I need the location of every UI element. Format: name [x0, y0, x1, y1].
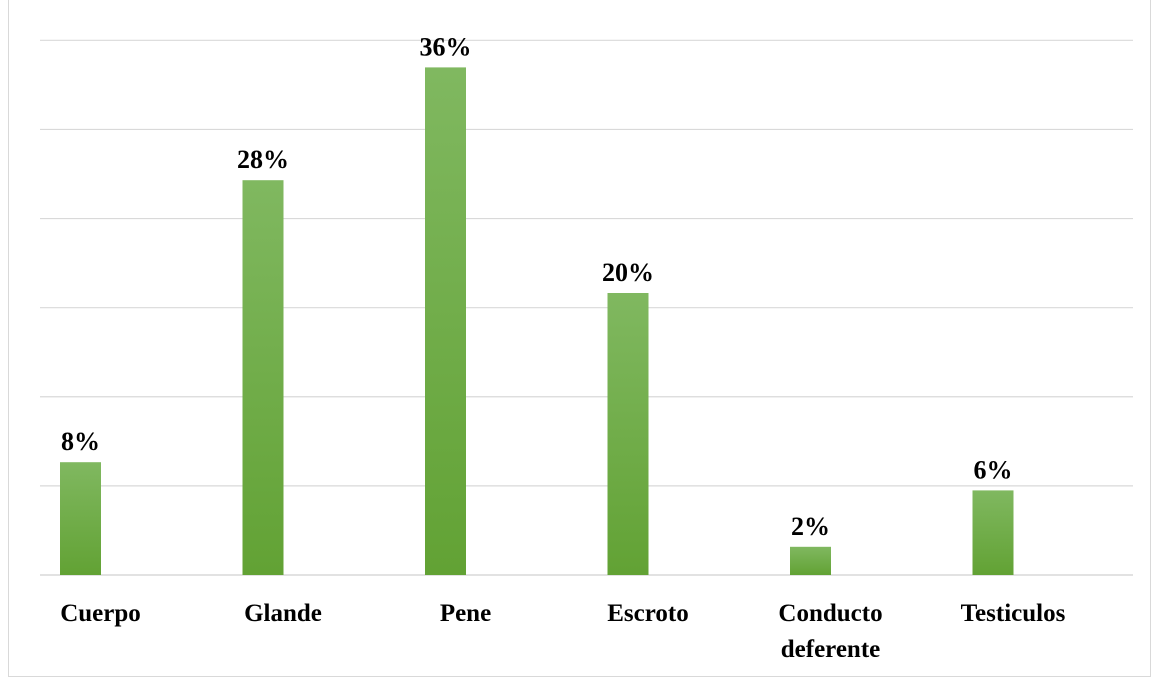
x-tick-label: Escroto	[607, 600, 688, 627]
bar	[972, 490, 1014, 575]
chart-area	[8, 0, 1151, 677]
data-label: 36%	[420, 32, 472, 61]
data-label: 2%	[791, 512, 830, 541]
data-label: 6%	[974, 455, 1013, 484]
data-labels: 8% 28% 36% 20% 2% 6%	[61, 32, 1013, 540]
bar	[242, 180, 284, 575]
bars	[60, 67, 1014, 576]
bar	[790, 546, 831, 575]
gridlines	[40, 39, 1133, 576]
data-label: 20%	[602, 258, 654, 287]
x-tick-label: Conducto	[778, 600, 882, 627]
data-label: 28%	[237, 145, 289, 174]
x-tick-label: Cuerpo	[60, 600, 141, 627]
x-tick-label: Testiculos	[961, 600, 1066, 627]
bar	[425, 67, 466, 576]
data-label: 8%	[61, 427, 100, 456]
bar	[60, 462, 101, 575]
x-tick-label: Glande	[244, 600, 322, 627]
bar	[607, 293, 649, 575]
x-axis: Cuerpo Glande Pene Escroto Conducto deferente…	[60, 600, 1065, 663]
x-tick-label: Pene	[440, 600, 491, 627]
x-tick-label: deferente	[781, 636, 881, 663]
